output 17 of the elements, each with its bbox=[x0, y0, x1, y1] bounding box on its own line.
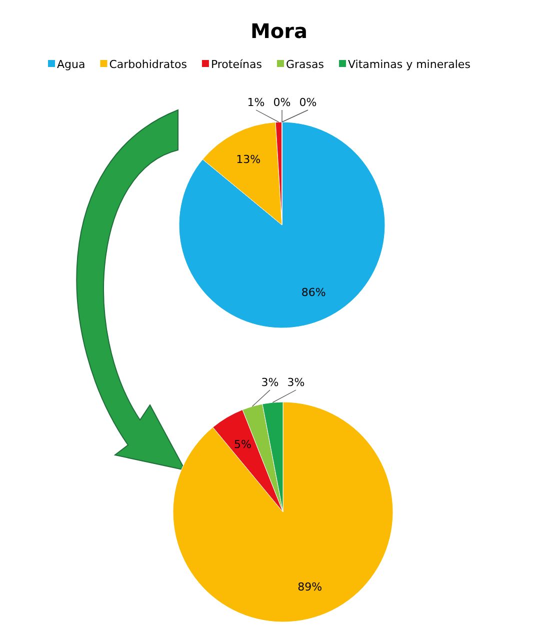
legend-label: Grasas bbox=[286, 58, 324, 71]
pie-slice bbox=[172, 402, 394, 622]
data-label: 1% bbox=[247, 96, 265, 109]
legend-label: Carbohidratos bbox=[109, 58, 188, 71]
pie-slice bbox=[178, 122, 386, 328]
legend-label: Agua bbox=[57, 58, 86, 71]
text: 0% bbox=[273, 96, 291, 109]
text: 0% bbox=[299, 96, 317, 109]
data-label: 5% bbox=[234, 438, 252, 451]
legend-label: Proteínas bbox=[210, 58, 262, 71]
data-label: 3% bbox=[287, 376, 305, 389]
legend-label: Vitaminas y minerales bbox=[348, 58, 471, 71]
data-label: 3% bbox=[261, 376, 279, 389]
data-label: 89% bbox=[298, 580, 322, 594]
data-label: 13% bbox=[236, 152, 261, 166]
data-label: 86% bbox=[301, 286, 326, 300]
chart-title: Mora bbox=[250, 19, 308, 43]
